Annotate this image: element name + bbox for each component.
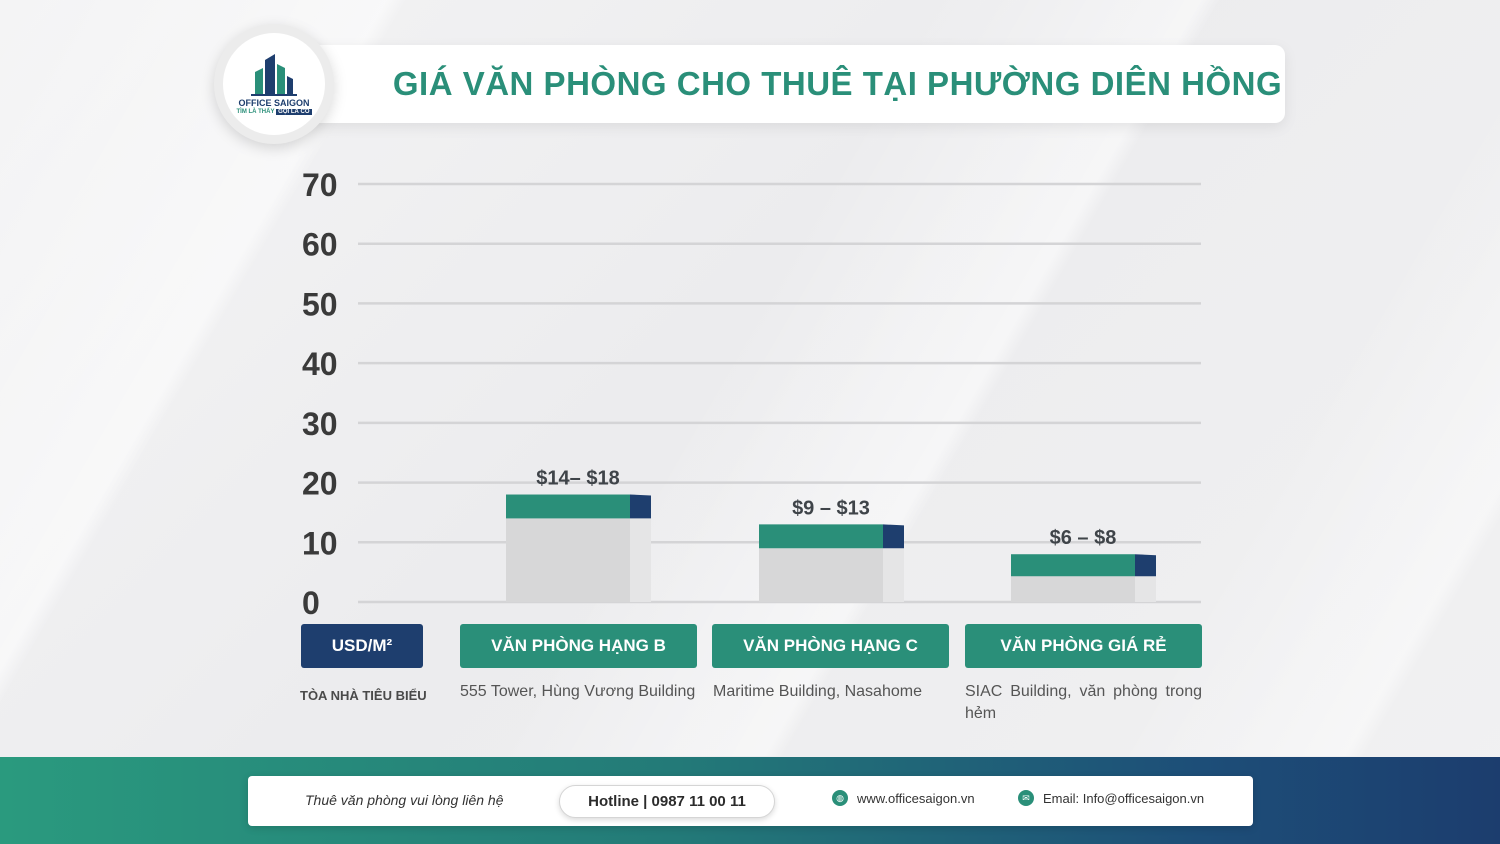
website-text: www.officesaigon.vn [857, 790, 975, 806]
data-label: $6 – $8 [1050, 527, 1117, 549]
data-labels: $14– $18 $9 – $13 $6 – $8 [536, 468, 1116, 550]
logo-tagline: TÌM LÀ THẤY GỌI LÀ CÓ [236, 108, 312, 115]
y-tick-label: 0 [302, 585, 320, 621]
y-tick-label: 70 [302, 167, 338, 203]
y-tick-label: 20 [302, 466, 338, 502]
category-label-c: VĂN PHÒNG HẠNG C [712, 624, 949, 668]
bar-range-side [883, 524, 904, 549]
representative-b: 555 Tower, Hùng Vương Building [460, 683, 696, 700]
email-link[interactable]: ✉ Email: Info@officesaigon.vn [1018, 790, 1204, 806]
representative-cheap: SIAC Building, văn phòng trong hẻm [965, 683, 1202, 722]
category-label-cheap: VĂN PHÒNG GIÁ RẺ [965, 624, 1202, 668]
bar-body [759, 548, 883, 602]
footer-cta: Thuê văn phòng vui lòng liên hệ [305, 792, 504, 808]
y-tick-label: 50 [302, 286, 338, 322]
y-axis-ticks: 0 10 20 30 40 50 60 70 [302, 167, 338, 621]
mail-icon: ✉ [1018, 790, 1034, 806]
bar [506, 494, 651, 602]
bar-range [1011, 554, 1135, 577]
y-tick-label: 30 [302, 406, 338, 442]
email-text: Email: Info@officesaigon.vn [1043, 790, 1205, 806]
globe-icon: ◍ [832, 790, 848, 806]
website-link[interactable]: ◍ www.officesaigon.vn [832, 790, 975, 806]
title-banner: GIÁ VĂN PHÒNG CHO THUÊ TẠI PHƯỜNG DIÊN H… [300, 45, 1285, 123]
bar [1011, 554, 1156, 602]
bar-body-side [883, 548, 904, 602]
page-title: GIÁ VĂN PHÒNG CHO THUÊ TẠI PHƯỜNG DIÊN H… [392, 65, 1283, 102]
bar-range-side [630, 494, 651, 519]
data-label: $9 – $13 [792, 497, 870, 519]
bar-body [506, 518, 630, 602]
category-label-b: VĂN PHÒNG HẠNG B [460, 624, 697, 668]
logo-name: OFFICE SAIGON [238, 97, 310, 108]
bar-range [759, 524, 883, 549]
y-tick-label: 10 [302, 525, 338, 561]
data-label: $14– $18 [536, 468, 619, 490]
bar-range-side [1135, 554, 1156, 577]
building-icon [251, 53, 297, 96]
chart-bars [506, 494, 1156, 602]
bar [759, 524, 904, 602]
unit-label: USD/M² [301, 624, 423, 668]
logo-tagline-b: GỌI LÀ CÓ [276, 108, 312, 115]
representative-label: TÒA NHÀ TIÊU BIỂU [300, 688, 427, 703]
logo-badge: OFFICE SAIGON TÌM LÀ THẤY GỌI LÀ CÓ [223, 33, 325, 135]
logo[interactable]: OFFICE SAIGON TÌM LÀ THẤY GỌI LÀ CÓ [214, 24, 334, 144]
representative-c: Maritime Building, Nasahome [713, 683, 922, 700]
bar-body-side [630, 518, 651, 602]
y-tick-label: 40 [302, 346, 338, 382]
logo-tagline-a: TÌM LÀ THẤY [236, 108, 275, 115]
hotline-button[interactable]: Hotline | 0987 11 00 11 [559, 785, 775, 818]
bar-range [506, 494, 630, 519]
y-tick-label: 60 [302, 227, 338, 263]
